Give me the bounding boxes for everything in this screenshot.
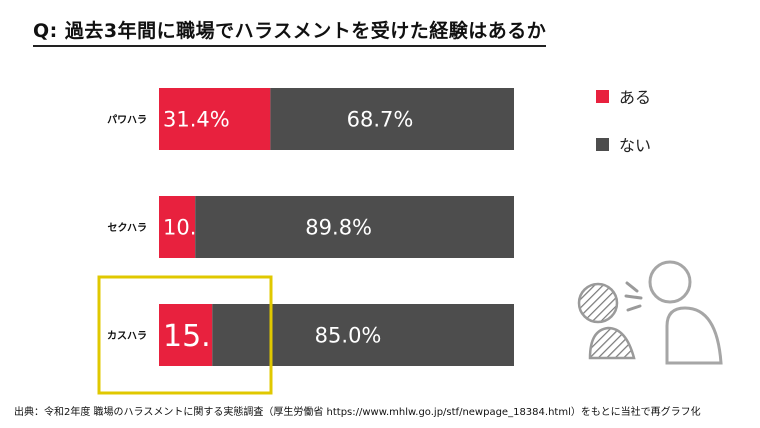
bar-segment-yes xyxy=(159,304,213,366)
complainer-head-icon xyxy=(577,282,619,324)
value-label: 68.7% xyxy=(347,108,414,132)
complainer-body-icon xyxy=(588,326,636,360)
bar-segment-yes xyxy=(159,88,271,150)
value-label: 85.0% xyxy=(315,324,382,348)
chart-title: Q: 過去3年間に職場でハラスメントを受けた経験はあるか xyxy=(33,16,547,47)
highlight-box xyxy=(97,275,273,395)
value-label: 89.8% xyxy=(305,216,372,240)
staff-head-icon xyxy=(648,260,692,304)
stacked-bar-chart: パワハラ31.4%68.7%セクハラ10.2%89.8%カスハラ15.0%85.… xyxy=(97,88,651,395)
bar-segment-no xyxy=(212,304,514,366)
legend-label: ない xyxy=(619,136,651,155)
category-label: パワハラ xyxy=(107,114,147,126)
source-note: 出典：令和2年度 職場のハラスメントに関する実態調査（厚生労働省 https:/… xyxy=(14,407,701,418)
bar-segment-yes xyxy=(159,196,196,258)
value-label: 31.4% xyxy=(163,108,230,132)
legend-swatch xyxy=(596,90,609,103)
category-label: カスハラ xyxy=(107,330,147,342)
staff-body-icon xyxy=(665,306,723,365)
category-label: セクハラ xyxy=(108,222,148,234)
bar-segment-no xyxy=(270,88,514,150)
bar-segment-no xyxy=(195,196,514,258)
customer-complaint-illustration-icon xyxy=(577,260,723,365)
legend-label: ある xyxy=(619,88,651,107)
legend-swatch xyxy=(596,138,609,151)
